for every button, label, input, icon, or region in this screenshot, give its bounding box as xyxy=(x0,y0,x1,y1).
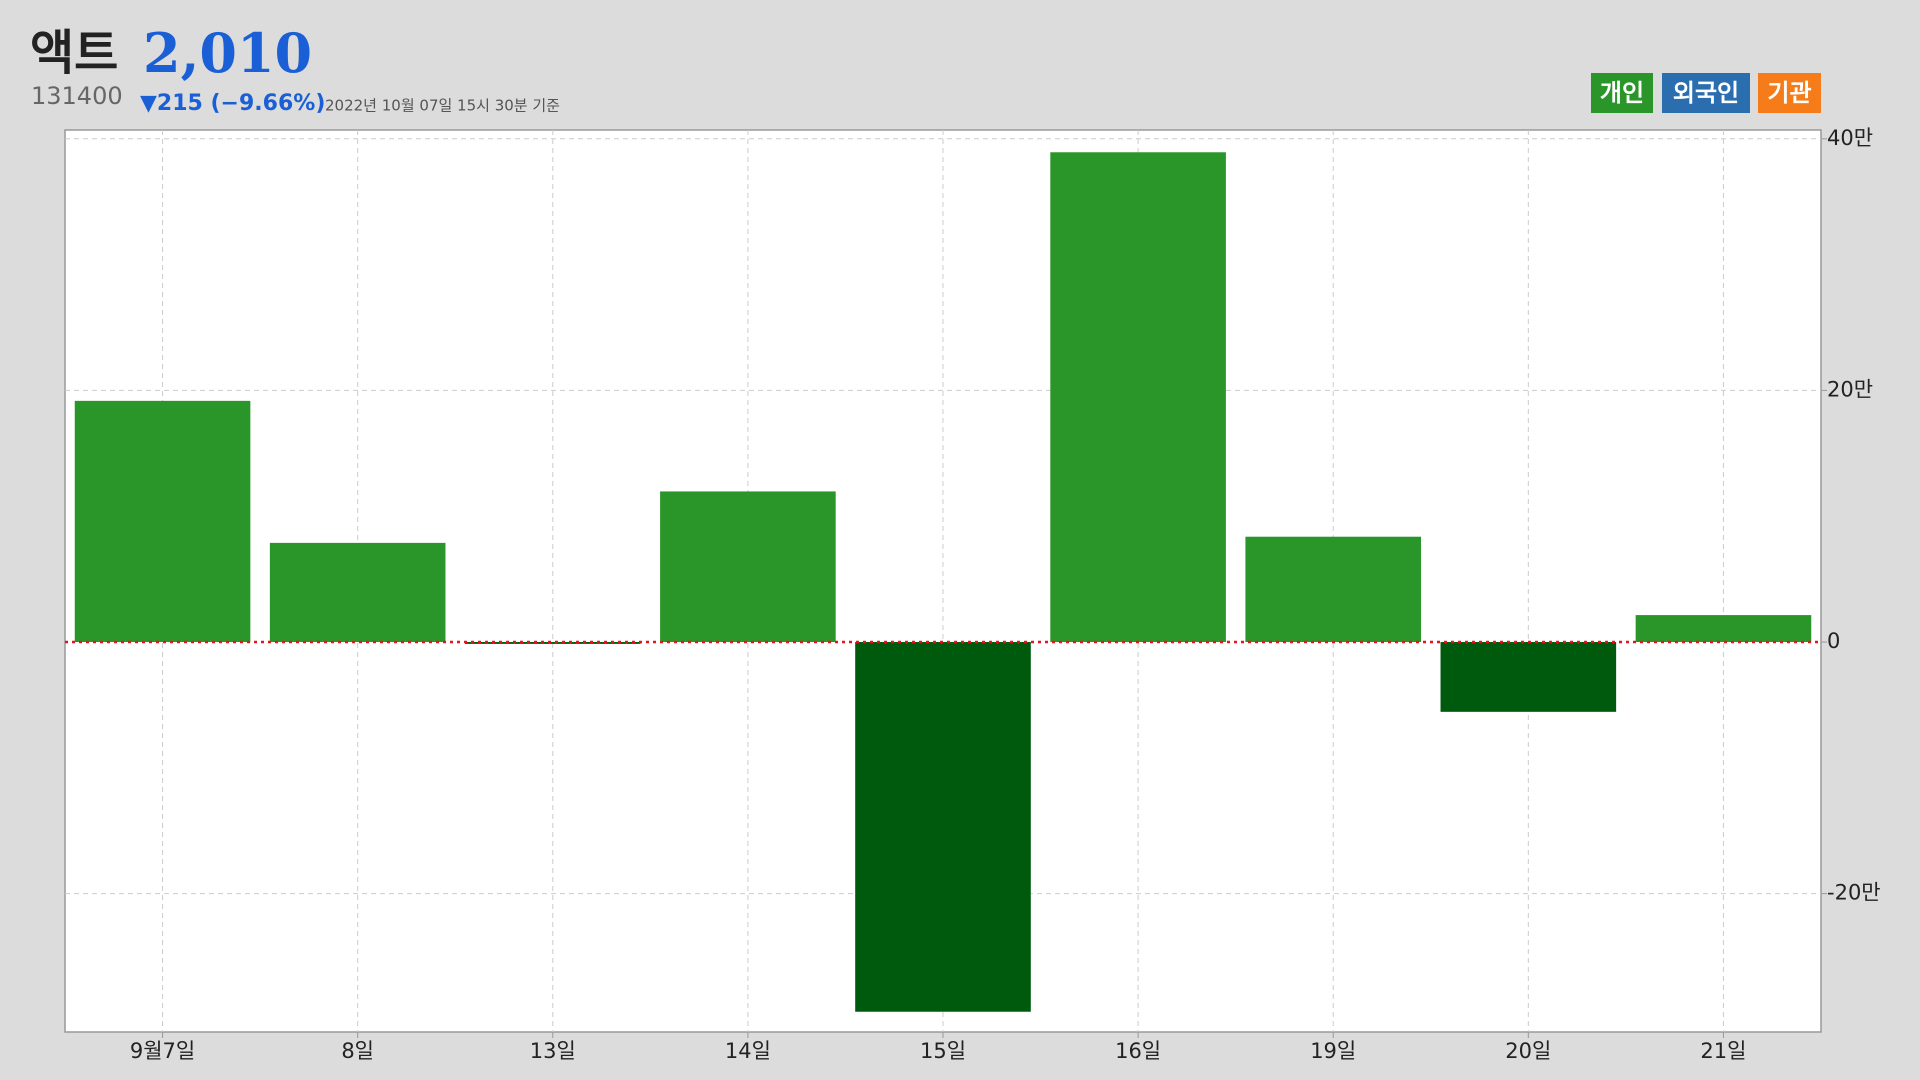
x-tick-label: 8일 xyxy=(341,1039,374,1063)
bar xyxy=(1050,152,1226,643)
x-tick-label: 19일 xyxy=(1310,1039,1356,1063)
price: 2,010 xyxy=(143,21,312,85)
legend-button[interactable] xyxy=(1758,73,1821,113)
x-tick-label: 13일 xyxy=(530,1039,576,1063)
stock-code: 131400 xyxy=(31,82,123,110)
stock-name: 액트 xyxy=(30,25,118,81)
legend-button[interactable] xyxy=(1662,73,1750,113)
bar xyxy=(1635,615,1812,643)
bar xyxy=(855,642,1031,1012)
bar xyxy=(660,491,836,643)
y-tick-label: 40만 xyxy=(1827,126,1873,150)
x-tick-label: 21일 xyxy=(1700,1039,1746,1063)
x-tick-label: 15일 xyxy=(920,1039,966,1063)
x-tick-label: 20일 xyxy=(1505,1039,1551,1063)
y-tick-label: 20만 xyxy=(1827,377,1873,401)
legend-button[interactable] xyxy=(1591,73,1653,113)
y-tick-label: 0 xyxy=(1827,629,1840,653)
legend-label[interactable]: 개인 xyxy=(1600,79,1644,107)
bar xyxy=(1440,642,1617,712)
bar xyxy=(74,400,251,643)
x-tick-label: 14일 xyxy=(725,1039,771,1063)
legend-label[interactable]: 외국인 xyxy=(1673,79,1739,107)
bar xyxy=(1245,536,1422,643)
bar xyxy=(269,542,446,643)
price-change: ▼215 (−9.66%) xyxy=(140,91,325,116)
x-tick-label: 16일 xyxy=(1115,1039,1161,1063)
y-tick-label: -20만 xyxy=(1827,881,1881,905)
x-tick-label: 9월7일 xyxy=(130,1039,195,1063)
legend-label[interactable]: 기관 xyxy=(1767,79,1811,107)
bar xyxy=(464,642,641,644)
timestamp: 2022년 10월 07일 15시 30분 기준 xyxy=(325,97,560,115)
